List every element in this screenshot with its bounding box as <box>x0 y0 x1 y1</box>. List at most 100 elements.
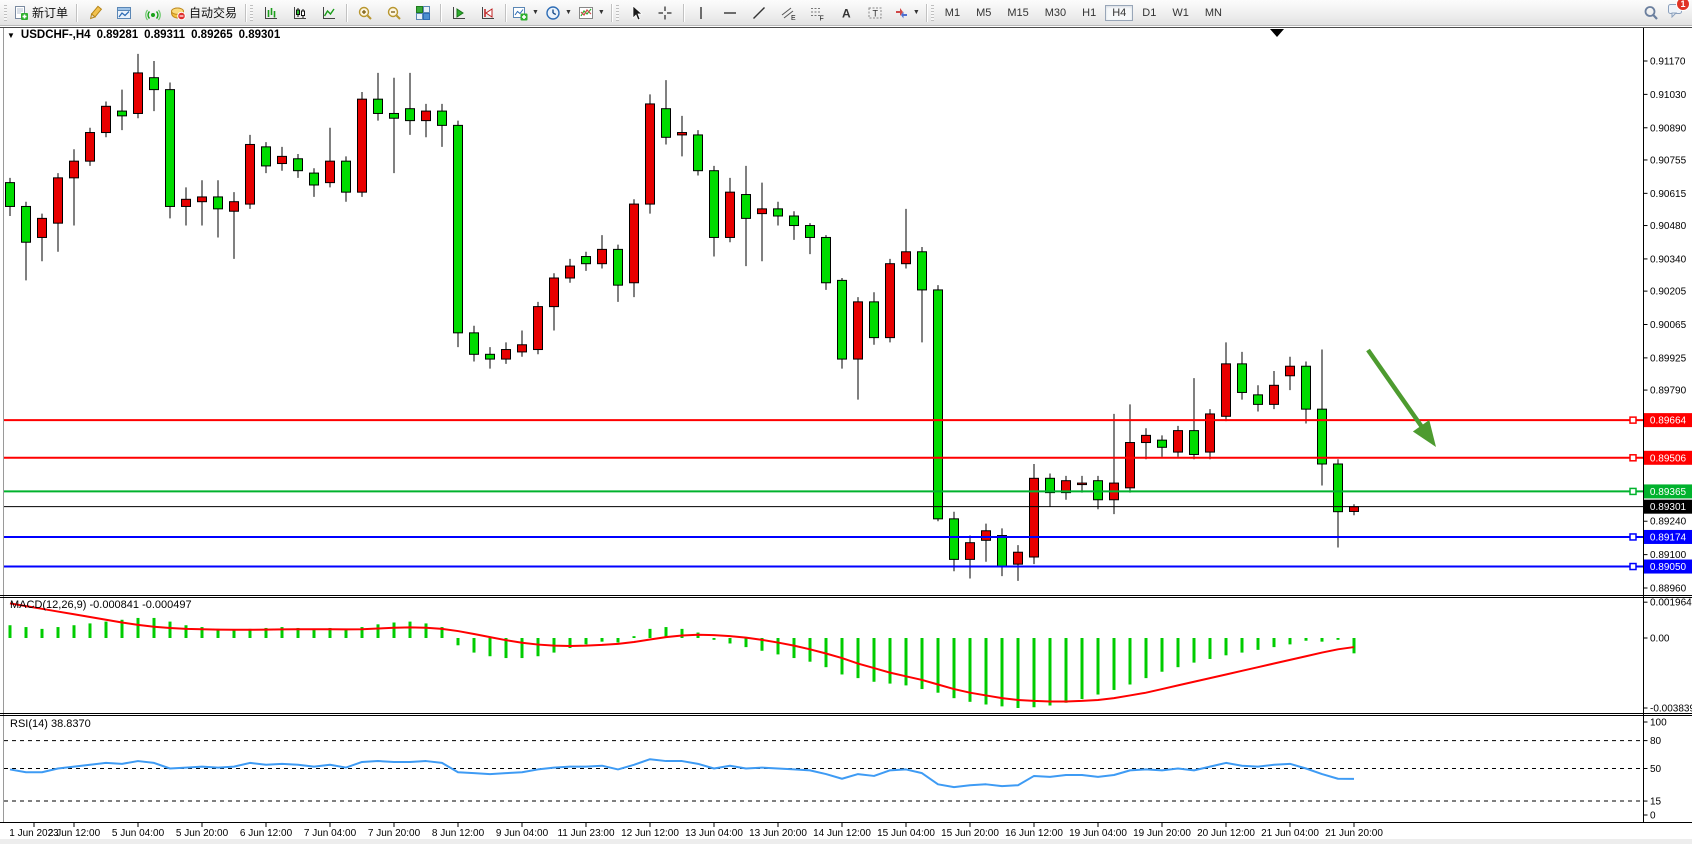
time-tick-label: 15 Jun 20:00 <box>941 828 999 839</box>
tile-windows-icon <box>415 5 431 21</box>
line-chart-button[interactable] <box>314 1 343 24</box>
toolbar-separator <box>610 3 612 22</box>
candle <box>965 542 975 560</box>
dropdown-caret-icon[interactable]: ▼ <box>597 9 605 16</box>
market-watch-button[interactable] <box>109 1 138 24</box>
toolbar-separator <box>346 3 348 22</box>
candle <box>85 132 95 162</box>
templates-button[interactable]: ▼ <box>575 1 608 24</box>
cursor-tool[interactable] <box>622 1 651 24</box>
channel-tool[interactable]: E <box>774 1 803 24</box>
time-tick-label: 13 Jun 20:00 <box>749 828 807 839</box>
text-tool[interactable]: A <box>832 1 861 24</box>
timeframe-m5[interactable]: M5 <box>976 6 992 19</box>
candle <box>549 277 559 308</box>
candle <box>821 236 831 284</box>
vertical-line-tool[interactable] <box>687 1 716 24</box>
candle-chart-button[interactable] <box>285 1 314 24</box>
hline-handle[interactable] <box>1629 416 1637 424</box>
candle <box>1013 551 1023 565</box>
ohlc-high: 0.89311 <box>144 29 186 41</box>
candle <box>949 518 959 560</box>
candle <box>1221 363 1231 417</box>
search-icon[interactable] <box>1643 5 1659 21</box>
time-tick-label: 6 Jun 12:00 <box>240 828 293 839</box>
toolbar-grip[interactable] <box>930 4 934 21</box>
candle <box>485 353 495 360</box>
timeframe-h1[interactable]: H1 <box>1082 6 1097 19</box>
candle <box>389 112 399 119</box>
rsi-level-label: 80 <box>1650 736 1662 747</box>
toolbar-grip[interactable] <box>4 4 7 21</box>
auto-trading-button[interactable]: 自动交易 <box>167 1 242 24</box>
toolbar-grip[interactable] <box>615 4 619 21</box>
price-tick-label: 0.89240 <box>1650 517 1687 528</box>
rsi-line <box>9 758 1355 789</box>
hline-handle[interactable] <box>1629 562 1637 571</box>
label-tool[interactable]: T <box>861 1 890 24</box>
dropdown-caret-icon[interactable]: ▼ <box>912 9 920 16</box>
fibonacci-tool[interactable]: F <box>803 1 832 24</box>
hline-handle[interactable] <box>1629 533 1637 541</box>
signals-button[interactable] <box>138 1 167 24</box>
macd-indicator-label: MACD(12,26,9) -0.000841 -0.000497 <box>10 599 192 611</box>
tile-windows-button[interactable] <box>408 1 437 24</box>
bar-chart-button[interactable] <box>256 1 285 24</box>
time-tick-label: 13 Jun 04:00 <box>685 828 743 839</box>
text-label-icon: T <box>867 5 883 21</box>
candle <box>741 194 751 219</box>
periods-button[interactable]: ▼ <box>542 1 575 24</box>
price-tick-label: 0.88960 <box>1650 583 1687 594</box>
candle <box>117 110 127 117</box>
candle <box>1349 506 1359 512</box>
trendline-tool[interactable] <box>745 1 774 24</box>
timeframe-h4[interactable]: H4 <box>1105 4 1134 21</box>
hline-price-label: 0.89506 <box>1650 453 1687 464</box>
hline-handle[interactable] <box>1629 454 1637 462</box>
auto-scroll-button[interactable] <box>444 1 473 24</box>
draw-button[interactable] <box>80 1 109 24</box>
candle <box>581 256 591 265</box>
candle <box>261 146 271 167</box>
new-chart-button[interactable]: ▼ <box>509 1 542 24</box>
timeframe-d1[interactable]: D1 <box>1142 6 1157 19</box>
hline-icon <box>722 5 738 21</box>
timeframe-m1[interactable]: M1 <box>944 6 961 19</box>
candle <box>725 191 735 238</box>
chat-button[interactable]: 1 <box>1667 0 1690 23</box>
hline-handle[interactable] <box>1629 487 1637 496</box>
zoom-in-button[interactable] <box>350 1 379 24</box>
clock-icon <box>545 5 561 21</box>
horizontal-lines[interactable]: 0.89664 0.89506 0.89365 0.89301 0.89174 0.890… <box>4 413 1692 574</box>
candle <box>341 160 351 193</box>
channel-icon: E <box>780 5 796 22</box>
toolbar-separator <box>245 3 247 22</box>
dropdown-caret-icon[interactable]: ▼ <box>532 9 539 16</box>
toolbar-grip[interactable] <box>250 4 254 21</box>
horizontal-line-tool[interactable] <box>716 1 745 24</box>
rsi-level-label: 0 <box>1650 811 1656 822</box>
svg-text:T: T <box>873 8 879 18</box>
time-tick-label: 14 Jun 12:00 <box>813 828 871 839</box>
symbol-dropdown-icon[interactable]: ▼ <box>7 30 15 40</box>
timeframe-m15[interactable]: M15 <box>1007 6 1029 19</box>
timeframe-mn[interactable]: MN <box>1204 6 1222 19</box>
candle <box>165 89 175 207</box>
candle <box>405 108 415 122</box>
new-order-button[interactable]: 新订单 <box>10 1 73 24</box>
dropdown-caret-icon[interactable]: ▼ <box>564 9 572 16</box>
arrows-tool[interactable]: ▼ <box>890 1 923 24</box>
doc-plus-icon <box>13 5 29 21</box>
candle <box>565 265 575 279</box>
candle <box>997 535 1007 568</box>
chart-shift-button[interactable] <box>473 1 502 24</box>
timeframe-w1[interactable]: W1 <box>1172 6 1189 19</box>
trend-arrow-annotation[interactable] <box>1366 348 1436 447</box>
zoom-out-button[interactable] <box>379 1 408 24</box>
crosshair-tool[interactable] <box>651 1 680 24</box>
timeframe-m30[interactable]: M30 <box>1044 6 1067 19</box>
candle <box>1301 365 1311 410</box>
candle <box>1045 477 1055 494</box>
hline-price-label: 0.89050 <box>1650 562 1687 573</box>
